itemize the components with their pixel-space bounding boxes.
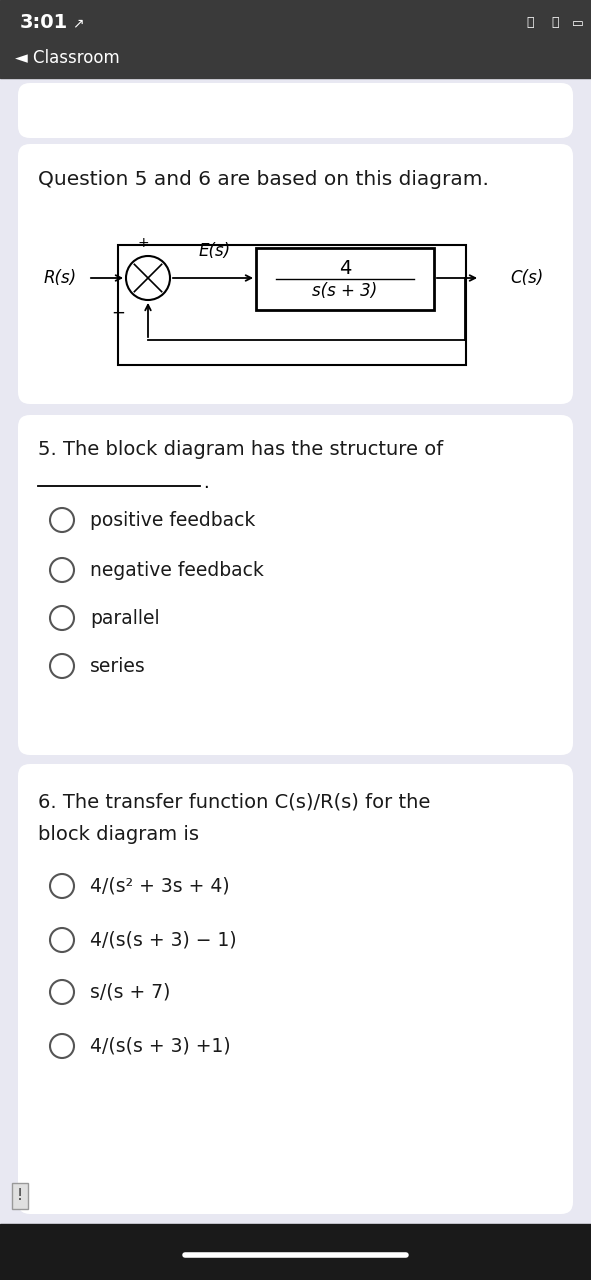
Text: R(s): R(s) <box>43 269 77 287</box>
Bar <box>0 1224 591 1280</box>
Bar <box>256 248 434 310</box>
Text: ▭: ▭ <box>572 17 584 29</box>
Text: +: + <box>137 236 149 250</box>
Circle shape <box>50 605 74 630</box>
Text: 6. The transfer function C(s)/R(s) for the: 6. The transfer function C(s)/R(s) for t… <box>38 792 430 812</box>
Circle shape <box>50 558 74 582</box>
Text: series: series <box>90 657 146 676</box>
Circle shape <box>126 256 170 300</box>
Text: 3:01: 3:01 <box>20 13 68 32</box>
FancyBboxPatch shape <box>18 764 573 1213</box>
Text: negative feedback: negative feedback <box>90 561 264 580</box>
Text: positive feedback: positive feedback <box>90 511 255 530</box>
Circle shape <box>50 508 74 532</box>
FancyBboxPatch shape <box>18 83 573 138</box>
Circle shape <box>50 654 74 678</box>
Text: .: . <box>203 474 209 492</box>
Text: −: − <box>111 303 125 323</box>
Text: ◄ Classroom: ◄ Classroom <box>15 49 120 67</box>
Text: 4/(s(s + 3) +1): 4/(s(s + 3) +1) <box>90 1037 230 1056</box>
Text: 4/(s² + 3s + 4): 4/(s² + 3s + 4) <box>90 877 230 896</box>
Text: Question 5 and 6 are based on this diagram.: Question 5 and 6 are based on this diagr… <box>38 170 489 189</box>
Text: block diagram is: block diagram is <box>38 826 199 844</box>
Bar <box>0 0 591 78</box>
Text: 5. The block diagram has the structure of: 5. The block diagram has the structure o… <box>38 440 443 460</box>
Text: 4: 4 <box>339 260 351 279</box>
Text: s/(s + 7): s/(s + 7) <box>90 983 170 1001</box>
Text: !: ! <box>17 1189 23 1203</box>
Text: ↗: ↗ <box>72 15 83 29</box>
Text: s(s + 3): s(s + 3) <box>313 282 378 300</box>
Circle shape <box>50 874 74 899</box>
FancyBboxPatch shape <box>18 415 573 755</box>
Text: 📶: 📶 <box>526 15 534 28</box>
Text: 4/(s(s + 3) − 1): 4/(s(s + 3) − 1) <box>90 931 236 950</box>
Circle shape <box>50 980 74 1004</box>
Text: 🛜: 🛜 <box>551 15 558 28</box>
Text: parallel: parallel <box>90 608 160 627</box>
Circle shape <box>50 1034 74 1059</box>
Bar <box>118 244 466 365</box>
Circle shape <box>50 928 74 952</box>
Text: E(s): E(s) <box>199 242 231 260</box>
FancyBboxPatch shape <box>18 143 573 404</box>
Text: C(s): C(s) <box>510 269 543 287</box>
